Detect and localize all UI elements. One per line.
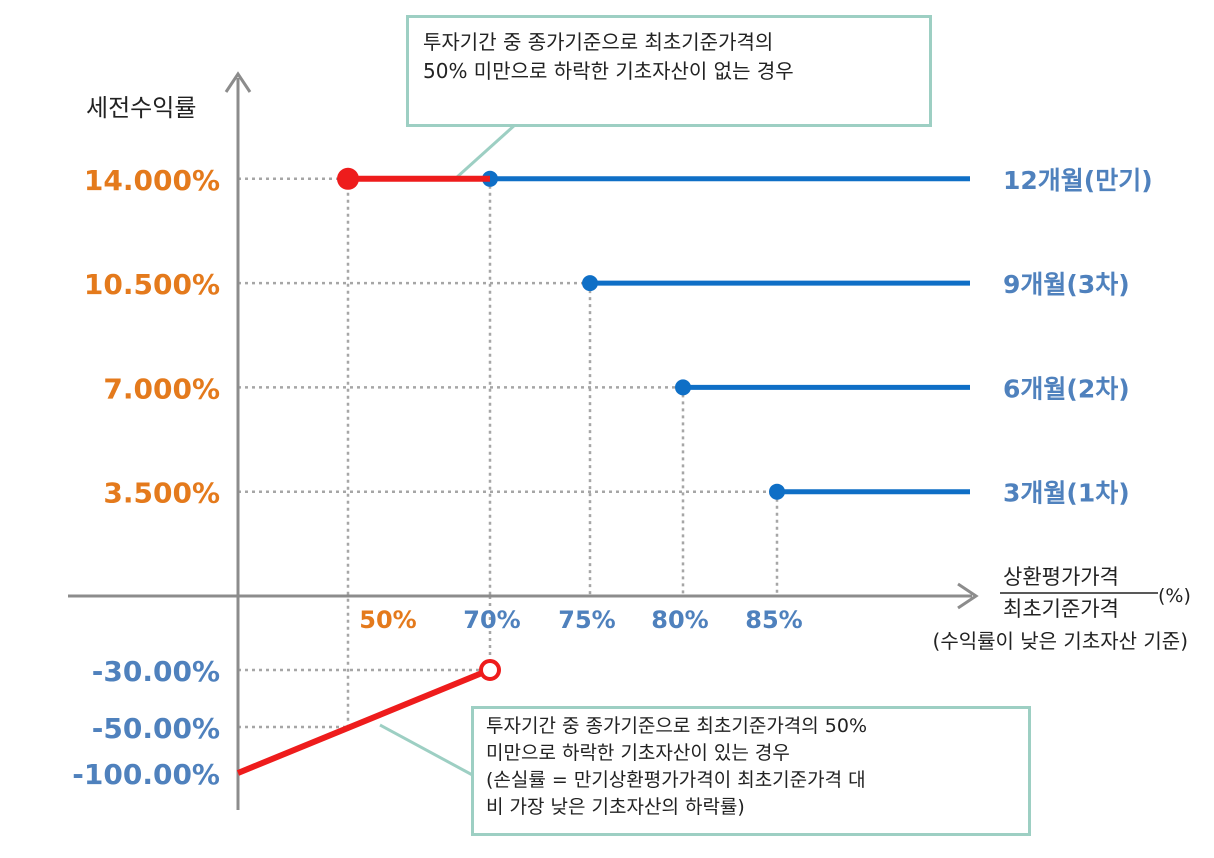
callout-bottom-line4: 비 가장 낮은 기초자산의 하락률) xyxy=(486,796,745,818)
x-axis-title-numerator: 상환평가가격 xyxy=(1003,565,1119,589)
x-tick-label: 70% xyxy=(463,606,520,634)
callout-top-line1: 투자기간 중 종가기준으로 최초기준가격의 xyxy=(423,30,774,54)
series-start-point xyxy=(769,483,785,500)
series-label: 6개월(2차) xyxy=(1003,374,1130,403)
y-tick-label: -100.00% xyxy=(72,758,220,791)
x-axis-title-denominator: 최초기준가격 xyxy=(1003,597,1119,621)
series-label: 9개월(3차) xyxy=(1003,270,1130,299)
axes xyxy=(68,71,979,810)
callout-knock-in: 투자기간 중 종가기준으로 최초기준가격의 50% 미만으로 하락한 기초자산이… xyxy=(471,706,1031,836)
y-tick-label: 10.500% xyxy=(84,268,220,301)
x-tick-label: 80% xyxy=(651,606,708,634)
top-callout-connector xyxy=(454,122,518,180)
y-tick-label: -30.00% xyxy=(92,655,220,688)
callout-bottom-line3: (손실률 = 만기상환평가가격이 최초기준가격 대 xyxy=(486,769,866,791)
series-start-point xyxy=(582,275,598,292)
labels: 세전수익률 상환평가가격 최초기준가격 (%) (수익률이 낮은 기초자산 기준… xyxy=(72,94,1191,791)
x-axis-unit: (%) xyxy=(1158,585,1191,607)
gridlines xyxy=(238,177,779,729)
series-label: 12개월(만기) xyxy=(1003,166,1153,195)
loss-line xyxy=(236,670,484,776)
callout-bottom-line1: 투자기간 중 종가기준으로 최초기준가격의 50% xyxy=(486,715,868,737)
x-tick-label: 75% xyxy=(558,606,615,634)
callout-top-line2: 50% 미만으로 하락한 기초자산이 없는 경우 xyxy=(423,59,794,83)
callout-no-knock-in: 투자기간 중 종가기준으로 최초기준가격의 50% 미만으로 하락한 기초자산이… xyxy=(406,15,932,127)
series xyxy=(236,167,970,776)
y-tick-label: -50.00% xyxy=(92,712,220,745)
y-tick-label: 3.500% xyxy=(103,477,220,510)
series-start-point xyxy=(675,379,691,396)
barrier-point xyxy=(337,167,359,190)
x-tick-label: 85% xyxy=(745,606,802,634)
series-label: 3개월(1차) xyxy=(1003,479,1130,508)
callout-bottom-line2: 미만으로 하락한 기초자산이 있는 경우 xyxy=(486,742,790,764)
x-axis-note: (수익률이 낮은 기초자산 기준) xyxy=(933,629,1188,653)
bottom-callout-connector xyxy=(379,723,479,780)
y-axis-title: 세전수익률 xyxy=(86,94,196,122)
x-axis-arrow-icon xyxy=(957,582,979,610)
open-end-point xyxy=(479,659,501,681)
y-tick-label: 14.000% xyxy=(84,164,220,197)
x-tick-label: 50% xyxy=(359,606,416,634)
callout-connectors xyxy=(379,122,518,780)
y-tick-label: 7.000% xyxy=(103,372,220,405)
y-axis-arrow-icon xyxy=(224,71,252,93)
